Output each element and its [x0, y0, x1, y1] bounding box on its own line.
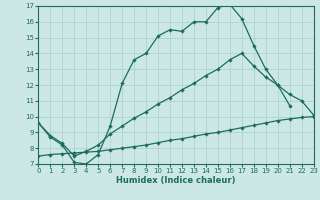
X-axis label: Humidex (Indice chaleur): Humidex (Indice chaleur)	[116, 176, 236, 185]
